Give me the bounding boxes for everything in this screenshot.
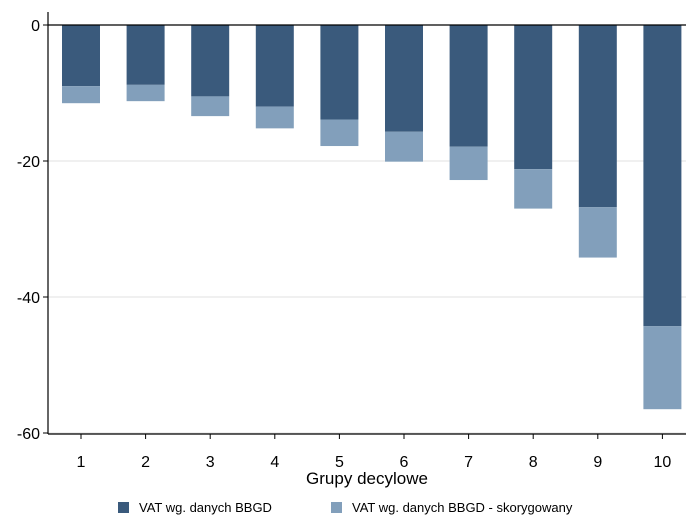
bar-series-1-8	[514, 25, 553, 170]
x-tick-labels: 1 2 3 4 5 6 7 8 9 10	[77, 434, 672, 471]
bar-series-1-1	[62, 25, 100, 87]
x-tick-label: 8	[529, 454, 538, 471]
x-tick-label: 7	[464, 454, 473, 471]
legend-swatch-series-2	[331, 502, 342, 513]
legend-item-series-1: VAT wg. danych BBGD	[118, 500, 272, 515]
x-tick-label: 10	[654, 454, 672, 471]
y-tick-label: -20	[17, 154, 40, 171]
bar-series-2-3	[191, 96, 230, 117]
y-tick-label: 0	[31, 18, 40, 35]
legend-item-series-2: VAT wg. danych BBGD - skorygowany	[331, 500, 572, 515]
bar-series-1-7	[449, 25, 488, 147]
y-tick-labels: 0 -20 -40 -60	[17, 18, 48, 443]
bar-series-1-2	[126, 25, 165, 85]
bar-series-1-9	[578, 25, 617, 208]
bar-series-2-4	[255, 106, 294, 129]
x-tick-label: 1	[77, 454, 86, 471]
bar-series-2-1	[62, 86, 100, 104]
x-tick-label: 3	[206, 454, 215, 471]
legend-label-series-2: VAT wg. danych BBGD - skorygowany	[352, 500, 573, 515]
bar-series-2-9	[578, 207, 617, 258]
bars	[62, 25, 682, 410]
bar-series-2-6	[385, 131, 423, 162]
bar-series-2-5	[320, 119, 359, 147]
bar-series-2-10	[643, 326, 682, 410]
legend-swatch-series-1	[118, 502, 129, 513]
legend-label-series-1: VAT wg. danych BBGD	[139, 500, 272, 515]
bar-series-1-5	[320, 25, 359, 120]
y-tick-label: -40	[17, 290, 40, 307]
bar-series-1-3	[191, 25, 230, 97]
x-tick-label: 4	[270, 454, 279, 471]
x-tick-label: 5	[335, 454, 344, 471]
x-tick-label: 6	[400, 454, 409, 471]
bar-series-1-10	[643, 25, 682, 327]
x-tick-label: 2	[141, 454, 150, 471]
bar-series-2-2	[126, 84, 165, 102]
bar-series-2-8	[514, 169, 553, 209]
x-tick-label: 9	[593, 454, 602, 471]
bar-series-1-6	[385, 25, 423, 132]
y-tick-label: -60	[17, 426, 40, 443]
legend: VAT wg. danych BBGD VAT wg. danych BBGD …	[0, 496, 686, 518]
x-axis-title: Grupy decylowe	[306, 469, 428, 488]
bar-series-1-4	[255, 25, 294, 107]
axes	[47, 12, 686, 435]
bar-series-2-7	[449, 146, 488, 181]
